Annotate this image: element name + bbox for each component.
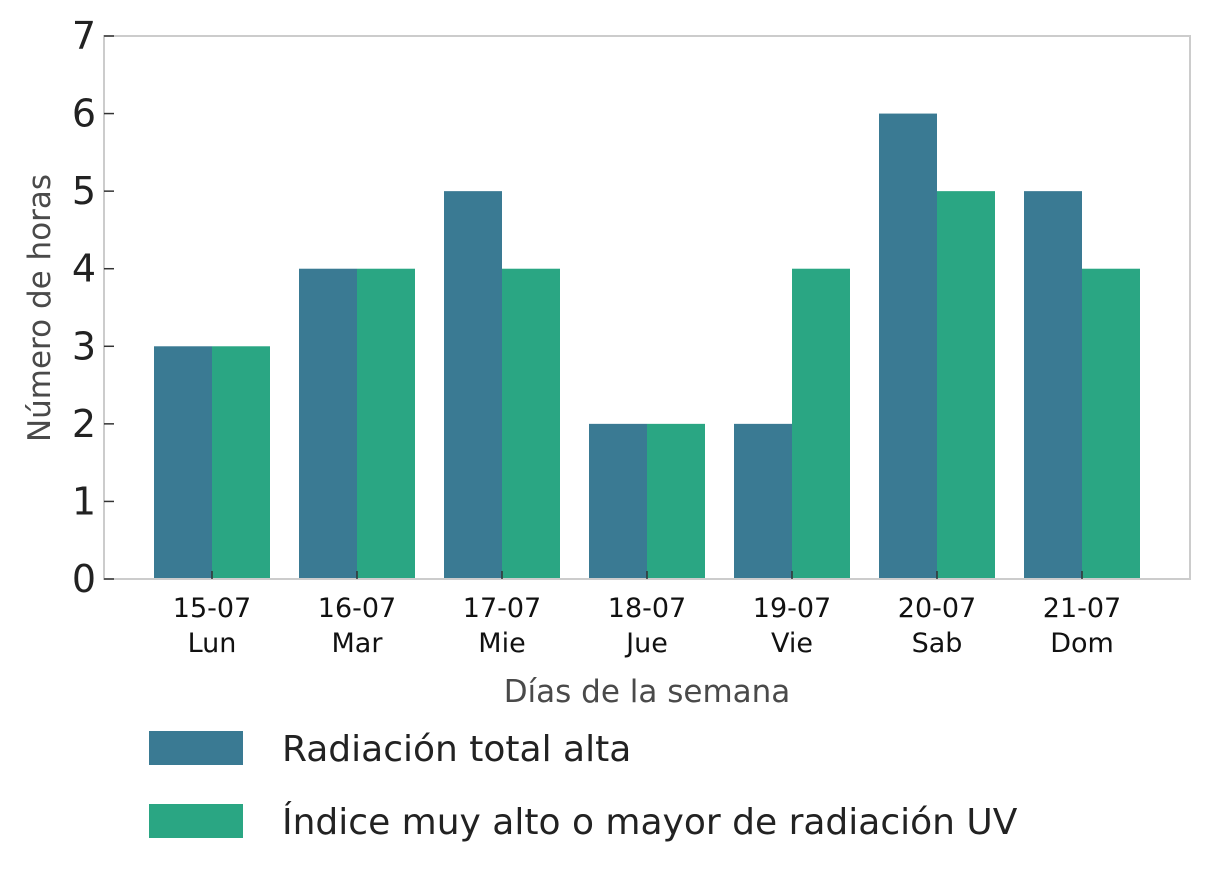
x-tick-label-date: 20-07: [898, 593, 976, 624]
x-tick-label-day: Dom: [1050, 628, 1114, 659]
legend-swatch-series2: [149, 804, 243, 838]
x-tick-label-day: Mie: [478, 628, 525, 659]
y-tick-label: 2: [72, 402, 96, 446]
bar-series1-19-07: [734, 423, 792, 579]
y-tick-label: 6: [72, 92, 96, 136]
x-tick-label-day: Vie: [771, 628, 813, 659]
x-tick-label-date: 21-07: [1043, 593, 1121, 624]
x-tick-label-date: 16-07: [318, 593, 396, 624]
legend-label-series2: Índice muy alto o mayor de radiación UV: [282, 801, 1018, 843]
x-tick-label-date: 19-07: [753, 593, 831, 624]
x-tick-label-date: 17-07: [463, 593, 541, 624]
bar-series2-20-07: [937, 191, 995, 579]
axes-group: 0 1 2 3 4 5 6 7 15-07 Lun 16-07 Mar 17-07 Mie 18-07 Jue…: [72, 14, 1191, 659]
bar-series2-15-07: [212, 346, 270, 579]
legend-swatch-series1: [149, 731, 243, 765]
y-tick-label: 3: [72, 324, 96, 368]
x-tick-label-day: Mar: [332, 628, 384, 659]
legend-label-series1: Radiación total alta: [282, 729, 631, 770]
bar-series1-15-07: [154, 346, 212, 579]
bar-series2-18-07: [647, 423, 705, 579]
bar-series1-16-07: [299, 268, 357, 579]
x-tick-label-day: Sab: [912, 628, 963, 659]
x-axis-label: Días de la semana: [504, 674, 791, 710]
bar-series2-17-07: [502, 268, 560, 579]
y-tick-label: 5: [72, 169, 96, 213]
x-tick-label-day: Lun: [188, 628, 237, 659]
bar-series1-18-07: [589, 423, 647, 579]
y-axis-label: Número de horas: [22, 174, 58, 442]
bar-series2-21-07: [1082, 268, 1140, 579]
bar-series1-20-07: [879, 113, 937, 580]
y-tick-label: 4: [72, 247, 96, 291]
bar-series1-17-07: [444, 191, 502, 579]
bar-series1-21-07: [1024, 191, 1082, 579]
legend: Radiación total alta Índice muy alto o ma…: [149, 729, 1018, 843]
x-tick-label-date: 15-07: [173, 593, 251, 624]
y-tick-label: 1: [72, 479, 96, 523]
x-tick-label-date: 18-07: [608, 593, 686, 624]
y-tick-label: 7: [72, 14, 96, 58]
bar-series2-19-07: [792, 268, 850, 579]
bars-group: [154, 113, 1140, 580]
bar-series2-16-07: [357, 268, 415, 579]
y-tick-label: 0: [72, 557, 96, 601]
x-tick-label-day: Jue: [624, 628, 668, 659]
